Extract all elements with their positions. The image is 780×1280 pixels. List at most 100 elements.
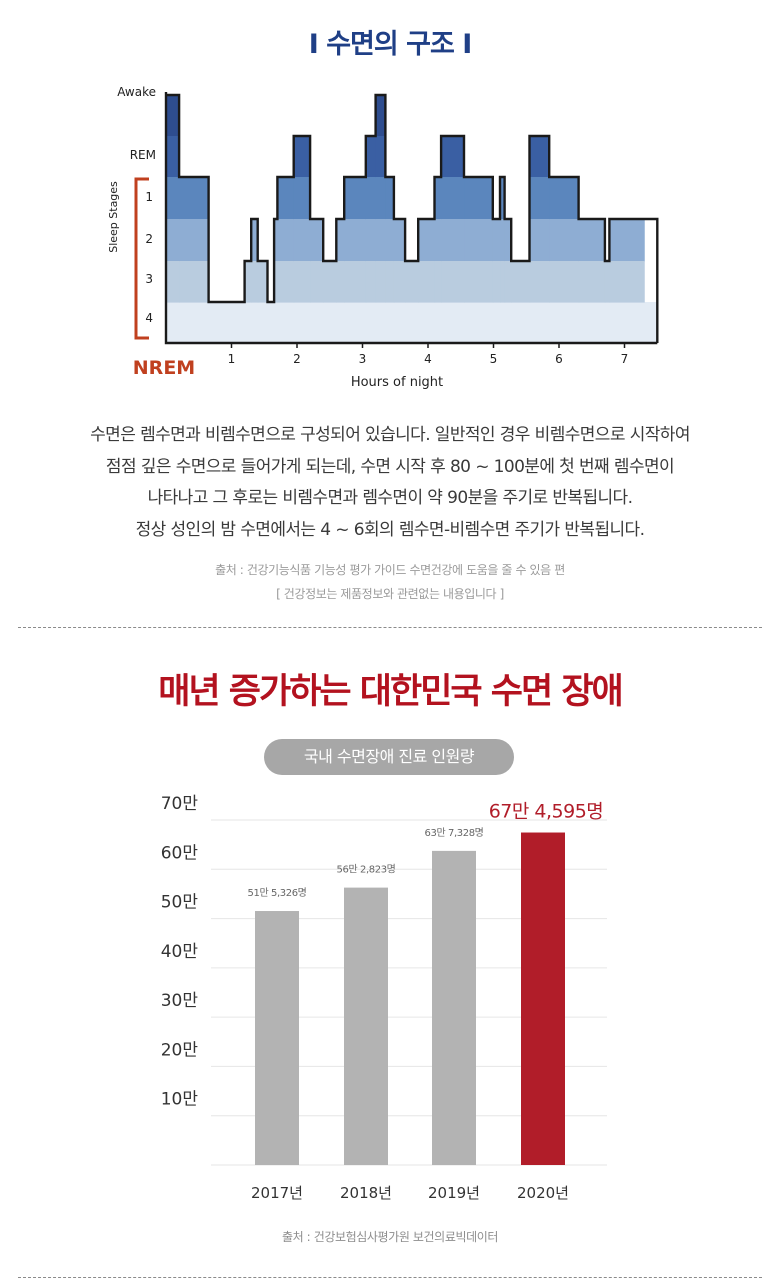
y-tick-label: 30만 xyxy=(161,991,199,1011)
band-segment xyxy=(310,261,324,303)
band-segment xyxy=(529,219,550,262)
band-segment xyxy=(336,261,345,303)
band-segment xyxy=(529,261,550,303)
band-segment xyxy=(504,261,512,303)
hypnogram-x-axis-label: Hours of night xyxy=(351,375,443,390)
band-segment xyxy=(434,219,442,262)
y-tick-label: 20만 xyxy=(161,1040,199,1060)
band-segment xyxy=(277,261,295,303)
band-segment xyxy=(500,177,506,220)
hypnogram-x-ticks: 1 2 3 4 5 6 7 xyxy=(228,343,629,366)
band-segment xyxy=(166,261,180,303)
sleep-disorder-bar-chart: 10만 20만 30만 40만 50만 60만 70만 51만 5,326명 56만 2,82… xyxy=(161,794,607,1202)
band-segment xyxy=(464,177,494,220)
band-segment xyxy=(434,177,442,220)
sleep-structure-title: I 수면의 구조 I xyxy=(308,29,473,60)
band-segment xyxy=(500,261,506,303)
x-tick-label: 1 xyxy=(228,352,236,366)
band-segment xyxy=(464,261,494,303)
sleep-source: 출처 : 건강기능식품 기능성 평가 가이드 수면건강에 도움을 줄 수 있음 … xyxy=(0,558,780,606)
band-segment xyxy=(609,219,645,262)
band-segment xyxy=(549,219,580,262)
band-segment xyxy=(375,177,387,220)
band-segment xyxy=(500,219,506,262)
band-segment xyxy=(274,261,278,303)
y-tick-label: 50만 xyxy=(161,893,199,913)
stage-label: 2 xyxy=(145,232,153,246)
y-tick-label: 60만 xyxy=(161,843,199,863)
bar-chart-categories: 2017년 2018년 2019년 2020년 xyxy=(251,1184,569,1202)
band-segment xyxy=(293,136,311,178)
x-tick-label: 4 xyxy=(424,352,432,366)
bottom-divider xyxy=(18,1277,762,1278)
y-tick-label: 40만 xyxy=(161,942,199,962)
band-segment xyxy=(166,219,180,262)
band-segment xyxy=(323,261,337,303)
x-tick-label: 3 xyxy=(359,352,367,366)
stage-label: 1 xyxy=(145,190,153,204)
bar-category-label: 2017년 xyxy=(251,1184,303,1202)
bar xyxy=(344,887,388,1165)
band-segment xyxy=(277,177,295,220)
hypnogram-y-labels: Awake REM 1 2 3 4 xyxy=(117,85,156,325)
band-segment xyxy=(418,261,436,303)
band-segment xyxy=(293,261,311,303)
band-segment xyxy=(578,219,606,262)
band-segment xyxy=(385,219,395,262)
band-segment xyxy=(375,219,387,262)
hypnogram-line xyxy=(166,93,659,343)
bar-category-label: 2020년 xyxy=(517,1184,569,1202)
stage-label: Awake xyxy=(117,85,156,99)
x-tick-label: 2 xyxy=(293,352,301,366)
section-divider xyxy=(18,627,762,628)
band-segment xyxy=(179,177,210,220)
band-segment xyxy=(251,219,259,262)
chart-title-pill: 국내 수면장애 진료 인원량 xyxy=(264,739,514,775)
hypnogram-chart: 1 2 3 4 5 6 7 Awake REM 1 2 3 4 NREM Sleep Stages H… xyxy=(107,85,659,390)
bar-data-label: 56만 2,823명 xyxy=(337,864,396,876)
band-segment xyxy=(166,136,180,178)
y-tick-label: 70만 xyxy=(161,794,199,814)
band-segment xyxy=(393,219,406,262)
band-segment xyxy=(375,136,387,178)
band-segment xyxy=(464,219,494,262)
bar-chart-bars xyxy=(255,832,565,1165)
band-segment xyxy=(405,261,419,303)
stage-label: 4 xyxy=(145,311,153,325)
x-tick-label: 5 xyxy=(490,352,498,366)
source-line: 출처 : 건강기능식품 기능성 평가 가이드 수면건강에 도움을 줄 수 있음 … xyxy=(215,563,565,577)
band-segment xyxy=(277,219,295,262)
y-tick-label: 10만 xyxy=(161,1090,199,1110)
bar xyxy=(432,850,476,1165)
stage-label: REM xyxy=(130,148,156,162)
band-segment xyxy=(385,261,395,303)
band-segment xyxy=(385,177,395,220)
stage-label: 3 xyxy=(145,272,153,286)
band-segment xyxy=(393,261,406,303)
band-segment xyxy=(529,177,550,220)
bar-chart-source: 출처 : 건강보험심사평가원 보건의료빅데이터 xyxy=(281,1230,499,1244)
description-line: 수면은 렘수면과 비렘수면으로 구성되어 있습니다. 일반적인 경우 비렘수면으… xyxy=(90,425,690,445)
band-segment xyxy=(375,261,387,303)
disclaimer-line: [ 건강정보는 제품정보와 관련없는 내용입니다 ] xyxy=(276,587,504,601)
sleep-description: 수면은 렘수면과 비렘수면으로 구성되어 있습니다. 일반적인 경우 비렘수면으… xyxy=(40,420,740,546)
band-segment xyxy=(441,136,465,178)
band-segment xyxy=(251,261,259,303)
band-segment xyxy=(336,219,345,262)
sleep-disorder-headline: 매년 증가하는 대한민국 수면 장애 xyxy=(158,672,624,712)
bar-category-label: 2018년 xyxy=(340,1184,392,1202)
nrem-label: NREM xyxy=(133,357,195,379)
bar-highlight xyxy=(521,832,565,1165)
bar-data-label: 67만 4,595명 xyxy=(489,801,604,823)
band-segment xyxy=(375,95,387,137)
bar-category-label: 2019년 xyxy=(428,1184,480,1202)
x-tick-label: 7 xyxy=(621,352,629,366)
bar xyxy=(255,911,299,1165)
bar-chart-y-ticks: 10만 20만 30만 40만 50만 60만 70만 xyxy=(161,794,199,1110)
bar-chart-data-labels: 51만 5,326명 56만 2,823명 63만 7,328명 67만 4,595명 xyxy=(248,801,604,899)
band-segment xyxy=(344,177,367,220)
description-line: 정상 성인의 밤 수면에서는 4 ~ 6회의 렘수면-비렘수면 주기가 반복됩니… xyxy=(135,519,645,540)
band-segment xyxy=(365,177,377,220)
band-segment xyxy=(365,219,377,262)
band-segment xyxy=(166,177,180,220)
